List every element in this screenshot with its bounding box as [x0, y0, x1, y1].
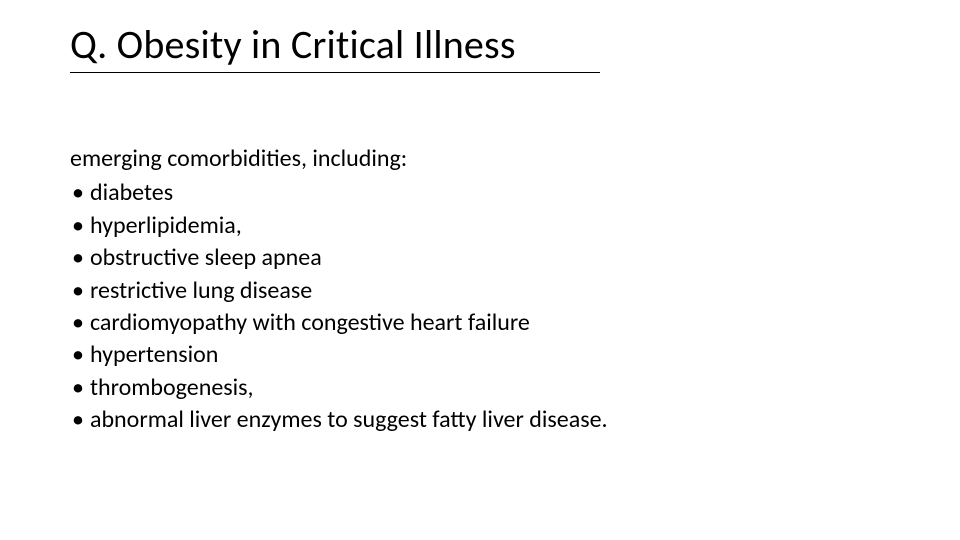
bullet-icon: •	[72, 339, 84, 371]
bullet-item: • obstructive sleep apnea	[70, 242, 890, 274]
bullet-icon: •	[72, 404, 84, 436]
bullet-icon: •	[72, 177, 84, 209]
bullet-icon: •	[72, 242, 84, 274]
lead-text: emerging comorbidities, including:	[70, 143, 890, 175]
bullet-icon: •	[72, 307, 84, 339]
bullet-text: cardiomyopathy with congestive heart fai…	[90, 307, 530, 339]
slide-title: Q. Obesity in Critical Illness	[70, 20, 600, 73]
bullet-item: • abnormal liver enzymes to suggest fatt…	[70, 404, 890, 436]
slide-body: emerging comorbidities, including: • dia…	[70, 143, 890, 437]
bullet-item: • hyperlipidemia,	[70, 210, 890, 242]
bullet-text: diabetes	[90, 177, 173, 209]
bullet-item: • cardiomyopathy with congestive heart f…	[70, 307, 890, 339]
bullet-text: obstructive sleep apnea	[90, 242, 322, 274]
bullet-icon: •	[72, 372, 84, 404]
bullet-item: • restrictive lung disease	[70, 275, 890, 307]
bullet-item: • thrombogenesis,	[70, 372, 890, 404]
bullet-text: restrictive lung disease	[90, 275, 312, 307]
bullet-text: thrombogenesis,	[90, 372, 254, 404]
bullet-icon: •	[72, 210, 84, 242]
bullet-text: hypertension	[90, 339, 218, 371]
bullet-text: hyperlipidemia,	[90, 210, 242, 242]
slide: Q. Obesity in Critical Illness emerging …	[0, 0, 960, 540]
bullet-item: • hypertension	[70, 339, 890, 371]
bullet-item: • diabetes	[70, 177, 890, 209]
bullet-text: abnormal liver enzymes to suggest fatty …	[90, 404, 608, 436]
bullet-icon: •	[72, 275, 84, 307]
